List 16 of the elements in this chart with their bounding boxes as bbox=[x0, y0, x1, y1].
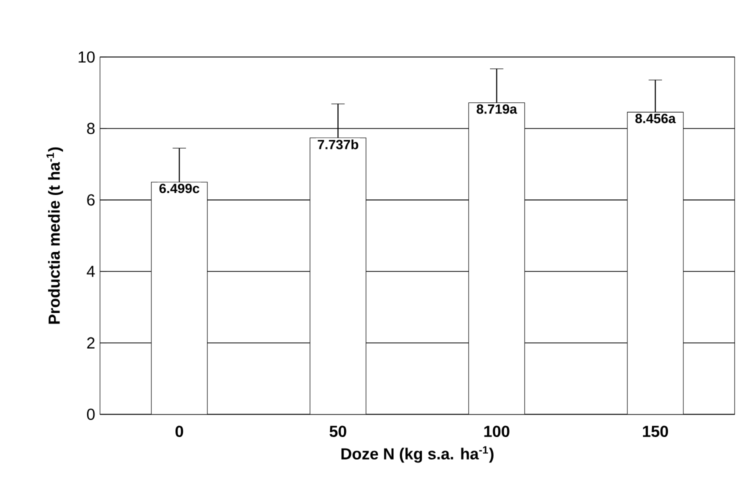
data-label: 8.456a bbox=[635, 114, 676, 124]
y-tick-label: 10 bbox=[78, 51, 95, 63]
y-tick-label: 8 bbox=[87, 122, 95, 134]
data-label: 7.737b bbox=[318, 139, 358, 150]
y-axis-title: Productia medie (t ha$^{-1}$) bbox=[46, 147, 64, 324]
y-tick-label: 2 bbox=[87, 337, 94, 348]
y-tick-label: 4 bbox=[86, 266, 95, 277]
data-label: 6.499c bbox=[159, 184, 200, 194]
x-axis-title: Doze N (kg s.a. ha$^{-1}$) bbox=[341, 446, 494, 463]
y-tick-label: 6 bbox=[87, 194, 95, 206]
data-label: 8.719a bbox=[476, 104, 518, 114]
x-tick-label: 0 bbox=[176, 426, 184, 438]
x-tick-label: 100 bbox=[484, 426, 510, 438]
x-tick-label: 50 bbox=[330, 426, 346, 438]
x-tick-label: 150 bbox=[642, 426, 668, 438]
y-tick-label: 0 bbox=[87, 408, 95, 420]
